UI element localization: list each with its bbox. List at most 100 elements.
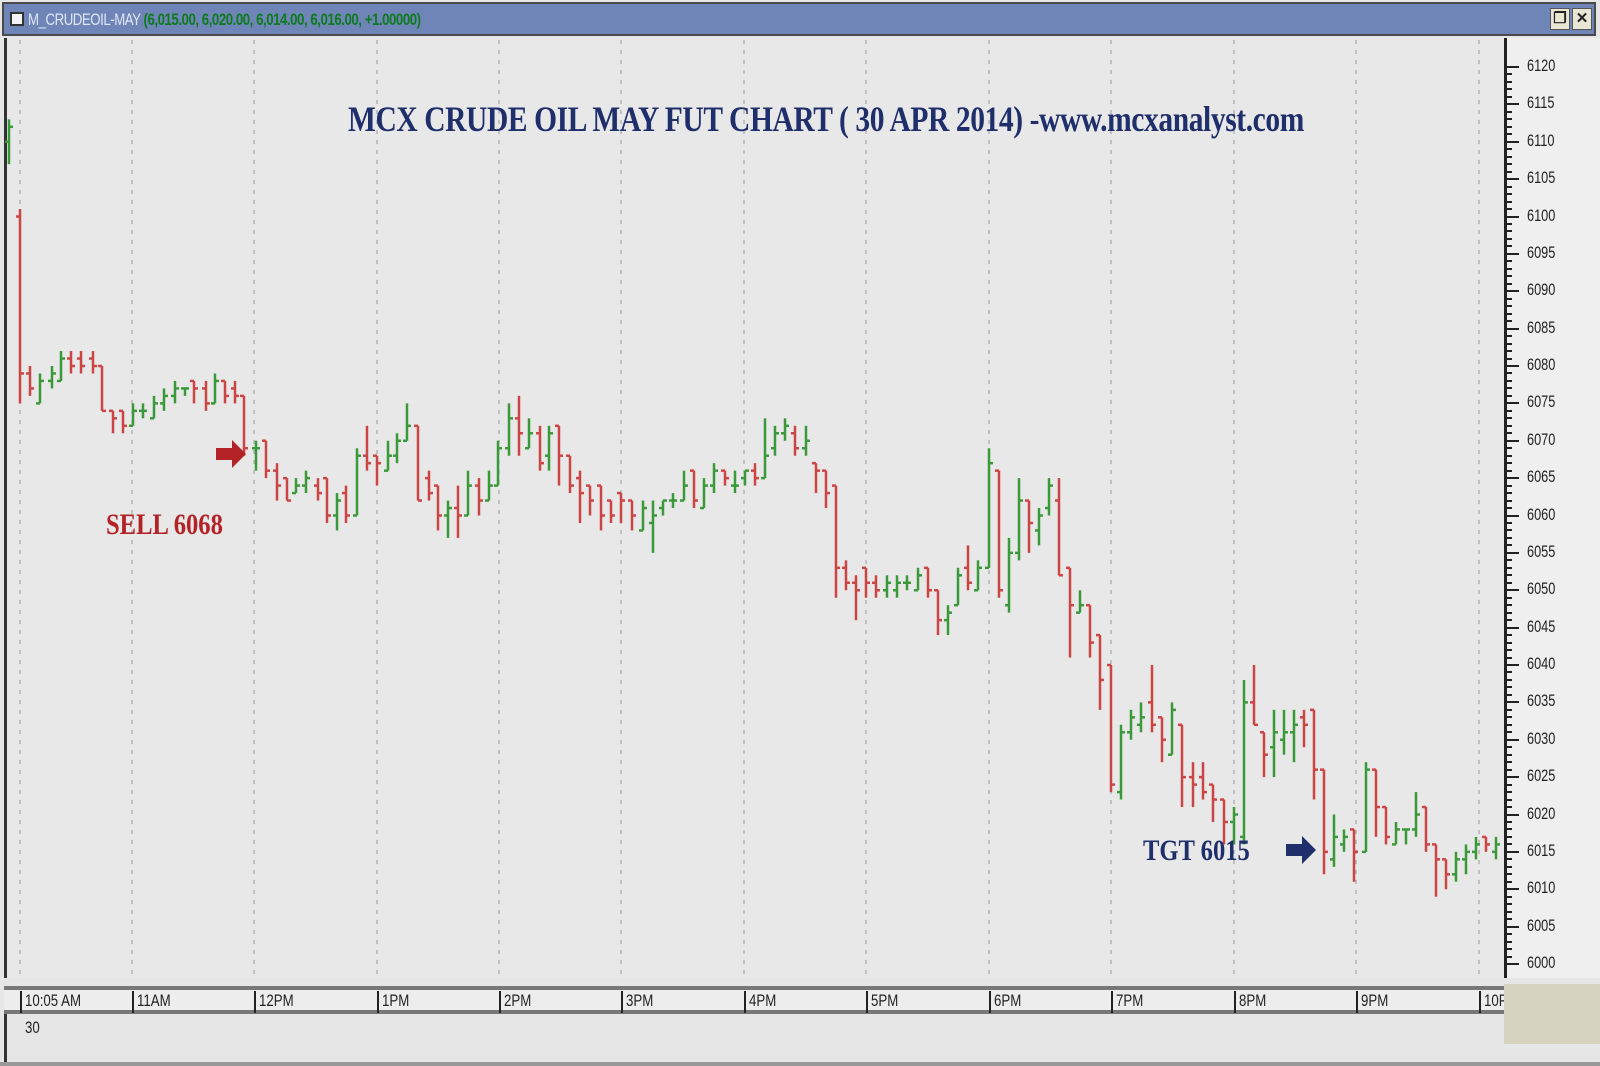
ohlc-bar — [1362, 762, 1370, 854]
ohlc-bar — [273, 463, 281, 501]
y-tick — [1507, 148, 1512, 151]
ohlc-bar — [545, 425, 553, 471]
time-axis[interactable]: 10:05 AM 11AM 12PM 1PM 2PM 3PM 4PM 5PM 6PM 7PM 8PM… — [4, 986, 1508, 1014]
y-tick — [1507, 686, 1512, 689]
y-tick-label: 6095 — [1527, 242, 1556, 262]
y-tick — [1507, 305, 1512, 308]
ohlc-bar — [505, 403, 513, 456]
y-tick — [1507, 559, 1512, 562]
y-tick — [1507, 955, 1512, 958]
ohlc-bar — [812, 461, 820, 494]
ohlc-bar — [1350, 828, 1358, 882]
y-tick — [1507, 723, 1512, 726]
ohlc-bar — [302, 470, 310, 494]
y-tick — [1507, 746, 1512, 749]
y-tick — [1507, 379, 1512, 382]
y-tick — [1507, 634, 1512, 637]
y-tick-label: 6115 — [1527, 93, 1555, 113]
sell-annotation: SELL 6068 — [106, 508, 223, 541]
ohlc-bar — [893, 575, 901, 598]
y-tick — [1507, 327, 1519, 330]
ohlc-bar — [464, 470, 472, 517]
ohlc-bar — [89, 351, 97, 374]
price-axis[interactable]: 6120 6115 6110 6105 6100 6095 6090 6085 6080 6075… — [1504, 38, 1600, 978]
y-tick — [1507, 918, 1512, 921]
ohlc-bar — [1127, 709, 1135, 740]
y-tick — [1507, 372, 1512, 375]
ohlc-bar — [731, 470, 739, 494]
y-tick — [1507, 320, 1512, 323]
y-tick — [1507, 895, 1512, 898]
bottom-border — [0, 1062, 1600, 1066]
ohlc-bar — [384, 440, 392, 472]
y-tick — [1507, 693, 1512, 696]
y-tick — [1507, 738, 1519, 741]
y-tick — [1507, 290, 1519, 293]
ohlc-bar — [1260, 731, 1268, 778]
ohlc-bar — [36, 373, 44, 405]
restore-icon[interactable]: ❐ — [1550, 8, 1570, 30]
y-tick — [1507, 671, 1512, 674]
y-tick — [1507, 275, 1512, 278]
y-tick-label: 6060 — [1527, 504, 1556, 524]
ohlc-bar — [586, 484, 594, 516]
ohlc-bar — [16, 209, 24, 404]
y-tick — [1507, 297, 1512, 300]
target-arrow-icon — [1286, 836, 1316, 864]
y-tick-label: 6050 — [1527, 579, 1556, 599]
ohlc-bar — [607, 499, 615, 523]
y-tick — [1507, 626, 1519, 629]
title-bar[interactable]: M_CRUDEOIL-MAY (6,015.00, 6,020.00, 6,01… — [2, 2, 1596, 36]
ohlc-bar — [680, 470, 688, 502]
window-icon[interactable] — [10, 12, 24, 26]
y-tick — [1507, 544, 1512, 547]
ohlc-bar — [353, 448, 361, 517]
ohlc-bar — [1220, 798, 1228, 845]
symbol-readout: M_CRUDEOIL-MAY (6,015.00, 6,020.00, 6,01… — [28, 10, 421, 30]
ohlc-bar — [791, 425, 799, 456]
y-tick — [1507, 447, 1512, 450]
ohlc-bar — [1168, 702, 1176, 756]
y-tick-label: 6035 — [1527, 691, 1556, 711]
target-annotation: TGT 6015 — [1143, 834, 1250, 867]
ohlc-bar — [454, 485, 462, 538]
y-tick — [1507, 365, 1519, 367]
y-tick-label: 6070 — [1527, 429, 1556, 449]
y-tick — [1507, 350, 1512, 353]
y-tick — [1507, 619, 1512, 622]
chart-title: MCX CRUDE OIL MAY FUT CHART ( 30 APR 201… — [348, 99, 1304, 139]
y-tick — [1507, 835, 1512, 838]
ohlc-bar — [1025, 499, 1033, 553]
ohlc-bar — [1076, 590, 1084, 614]
y-tick-label: 6080 — [1527, 355, 1556, 374]
y-tick — [1507, 731, 1512, 734]
y-tick — [1507, 484, 1512, 487]
x-tick-label: 6PM — [989, 991, 1029, 1013]
y-tick — [1507, 858, 1512, 861]
y-tick — [1507, 791, 1512, 794]
y-tick — [1507, 267, 1512, 270]
ohlc-bar — [690, 469, 698, 509]
y-tick — [1507, 424, 1512, 427]
ohlc-bar — [333, 493, 341, 531]
y-tick-label: 6055 — [1527, 541, 1556, 561]
ohlc-bar — [160, 388, 168, 411]
date-row: 30 — [4, 1014, 1504, 1064]
y-tick-label: 6045 — [1527, 616, 1556, 636]
y-tick — [1507, 514, 1519, 517]
y-tick — [1507, 312, 1512, 315]
y-tick — [1507, 753, 1512, 756]
ohlc-bar — [1412, 792, 1420, 837]
ohlc-bar — [77, 351, 85, 374]
ohlc-bar — [1330, 814, 1338, 867]
y-tick — [1507, 963, 1519, 965]
close-icon[interactable]: ✕ — [1572, 8, 1592, 30]
y-tick — [1507, 596, 1512, 599]
y-tick-label: 6105 — [1527, 168, 1556, 188]
y-tick — [1507, 880, 1512, 883]
y-tick — [1507, 910, 1512, 913]
y-tick — [1507, 948, 1512, 951]
y-tick — [1507, 768, 1512, 771]
y-tick — [1507, 873, 1512, 876]
ohlc-bar — [1300, 709, 1308, 748]
